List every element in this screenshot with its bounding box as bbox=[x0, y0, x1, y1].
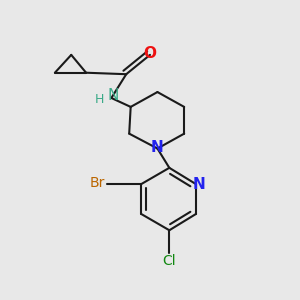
Text: H: H bbox=[95, 93, 104, 106]
Text: O: O bbox=[143, 46, 157, 61]
Text: Br: Br bbox=[90, 176, 105, 190]
Text: N: N bbox=[193, 177, 206, 192]
Text: N: N bbox=[107, 88, 118, 103]
Text: Cl: Cl bbox=[163, 254, 176, 268]
Text: N: N bbox=[151, 140, 164, 154]
